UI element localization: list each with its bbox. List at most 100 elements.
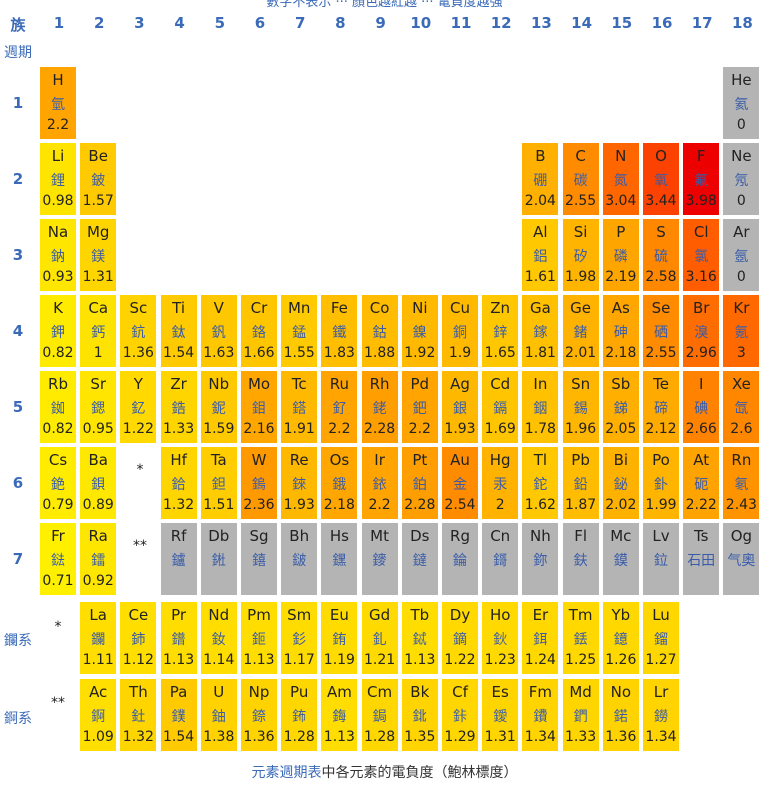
element-chinese-name[interactable]: 碲	[654, 401, 668, 417]
element-cell-pm[interactable]: Pm 鉕 1.13	[240, 601, 278, 675]
element-cell-og[interactable]: Og 气奧	[722, 522, 761, 596]
element-cell-pu[interactable]: Pu 鈽 1.28	[280, 678, 319, 752]
element-cell-co[interactable]: Co 鈷 1.88	[360, 294, 399, 368]
element-cell-se[interactable]: Se 硒 2.55	[642, 294, 680, 368]
element-chinese-name[interactable]: 銀	[453, 401, 467, 417]
element-cell-bk[interactable]: Bk 鉳 1.35	[400, 678, 439, 752]
element-cell-te[interactable]: Te 碲 2.12	[642, 370, 680, 444]
element-cell-k[interactable]: K 鉀 0.82	[39, 294, 77, 368]
element-cell-mn[interactable]: Mn 錳 1.55	[280, 294, 319, 368]
element-cell-ts[interactable]: Ts 石田	[682, 522, 721, 596]
element-cell-sn[interactable]: Sn 錫 1.96	[561, 370, 600, 444]
element-chinese-name[interactable]: 錀	[453, 553, 467, 569]
element-chinese-name[interactable]: 鉝	[654, 553, 668, 569]
element-chinese-name[interactable]: 鍆	[573, 709, 588, 725]
element-chinese-name[interactable]: 釤	[292, 632, 307, 648]
element-chinese-name[interactable]: 磷	[613, 249, 628, 265]
element-cell-ag[interactable]: Ag 銀 1.93	[441, 370, 479, 444]
element-chinese-name[interactable]: 鈇	[573, 553, 588, 569]
element-cell-br[interactable]: Br 溴 2.96	[682, 294, 721, 368]
element-cell-cd[interactable]: Cd 鎘 1.69	[481, 370, 520, 444]
element-chinese-name[interactable]: 鋂	[332, 709, 347, 725]
element-chinese-name[interactable]: 鋦	[372, 709, 387, 725]
element-cell-mc[interactable]: Mc 鏌	[601, 522, 640, 596]
element-chinese-name[interactable]: 鍩	[613, 709, 628, 725]
element-cell-ca[interactable]: Ca 鈣 1	[79, 294, 118, 368]
element-cell-hf[interactable]: Hf 鉿 1.32	[159, 446, 198, 520]
element-cell-fl[interactable]: Fl 鈇	[561, 522, 600, 596]
element-chinese-name[interactable]: 鎢	[252, 477, 266, 493]
element-cell-f[interactable]: F 氟 3.98	[682, 142, 721, 216]
element-cell-ge[interactable]: Ge 鍺 2.01	[561, 294, 600, 368]
element-chinese-name[interactable]: 氙	[734, 401, 749, 417]
element-cell-kr[interactable]: Kr 氪 3	[722, 294, 761, 368]
element-chinese-name[interactable]: 銦	[533, 401, 548, 417]
element-cell-re[interactable]: Re 錸 1.93	[280, 446, 319, 520]
element-cell-cm[interactable]: Cm 鋦 1.28	[360, 678, 399, 752]
element-cell-pt[interactable]: Pt 鉑 2.28	[400, 446, 439, 520]
element-chinese-name[interactable]: 硒	[654, 325, 668, 341]
element-chinese-name[interactable]: 砷	[613, 325, 628, 341]
element-cell-cr[interactable]: Cr 鉻 1.66	[240, 294, 278, 368]
element-chinese-name[interactable]: 鋰	[51, 173, 65, 189]
element-cell-rg[interactable]: Rg 錀	[441, 522, 479, 596]
element-cell-dy[interactable]: Dy 鏑 1.22	[441, 601, 479, 675]
element-cell-h[interactable]: H 氫 2.2	[39, 66, 77, 140]
element-chinese-name[interactable]: 鏷	[171, 709, 186, 725]
element-chinese-name[interactable]: 鈥	[493, 632, 508, 648]
element-cell-cf[interactable]: Cf 鉲 1.29	[441, 678, 479, 752]
element-chinese-name[interactable]: 鉻	[252, 325, 266, 341]
element-chinese-name[interactable]: 銫	[51, 477, 65, 493]
element-chinese-name[interactable]: 鐳	[91, 553, 106, 569]
element-chinese-name[interactable]: 鋁	[533, 249, 548, 265]
element-cell-ra[interactable]: Ra 鐳 0.92	[79, 522, 118, 596]
element-chinese-name[interactable]: 碘	[694, 401, 709, 417]
element-chinese-name[interactable]: 金	[453, 477, 467, 493]
element-chinese-name[interactable]: 鈷	[372, 325, 387, 341]
element-cell-u[interactable]: U 鈾 1.38	[199, 678, 238, 752]
element-chinese-name[interactable]: 矽	[573, 249, 588, 265]
element-cell-rn[interactable]: Rn 氡 2.43	[722, 446, 761, 520]
element-cell-np[interactable]: Np 錼 1.36	[240, 678, 278, 752]
element-cell-ar[interactable]: Ar 氬 0	[722, 218, 761, 292]
element-cell-mo[interactable]: Mo 鉬 2.16	[240, 370, 278, 444]
element-chinese-name[interactable]: 錼	[252, 709, 266, 725]
element-chinese-name[interactable]: 鉕	[252, 632, 266, 648]
element-cell-mg[interactable]: Mg 鎂 1.31	[79, 218, 118, 292]
element-cell-c[interactable]: C 碳 2.55	[561, 142, 600, 216]
element-cell-es[interactable]: Es 鑀 1.31	[481, 678, 520, 752]
element-chinese-name[interactable]: 鋅	[493, 325, 508, 341]
element-cell-ce[interactable]: Ce 鈰 1.12	[119, 601, 158, 675]
element-cell-rb[interactable]: Rb 銣 0.82	[39, 370, 77, 444]
element-cell-sm[interactable]: Sm 釤 1.17	[280, 601, 319, 675]
element-cell-mt[interactable]: Mt 䥑	[360, 522, 399, 596]
element-chinese-name[interactable]: 鋱	[412, 632, 427, 648]
periodic-table-link[interactable]: 元素週期表	[251, 765, 322, 781]
element-cell-sb[interactable]: Sb 銻 2.05	[601, 370, 640, 444]
element-chinese-name[interactable]: 釙	[654, 477, 668, 493]
element-chinese-name[interactable]: 氦	[734, 97, 749, 113]
element-cell-cu[interactable]: Cu 銅 1.9	[441, 294, 479, 368]
element-chinese-name[interactable]: 銩	[573, 632, 588, 648]
element-cell-au[interactable]: Au 金 2.54	[441, 446, 479, 520]
element-chinese-name[interactable]: 硼	[533, 173, 548, 189]
element-chinese-name[interactable]: 氬	[734, 249, 749, 265]
element-chinese-name[interactable]: 氟	[694, 173, 709, 189]
element-chinese-name[interactable]: 汞	[493, 477, 508, 493]
element-cell-pd[interactable]: Pd 鈀 2.2	[400, 370, 439, 444]
element-chinese-name[interactable]: 釩	[211, 325, 226, 341]
element-chinese-name[interactable]: 𨭆	[332, 553, 347, 569]
element-chinese-name[interactable]: 鈮	[211, 401, 226, 417]
element-chinese-name[interactable]: 鎵	[533, 325, 548, 341]
element-chinese-name[interactable]: 鍅	[51, 553, 65, 569]
element-cell-ru[interactable]: Ru 釕 2.2	[320, 370, 359, 444]
element-cell-ir[interactable]: Ir 銥 2.2	[360, 446, 399, 520]
element-chinese-name[interactable]: 鉛	[573, 477, 588, 493]
element-cell-md[interactable]: Md 鍆 1.33	[561, 678, 600, 752]
element-chinese-name[interactable]: 鉑	[412, 477, 427, 493]
element-cell-tm[interactable]: Tm 銩 1.25	[561, 601, 600, 675]
element-cell-eu[interactable]: Eu 銪 1.19	[320, 601, 359, 675]
element-chinese-name[interactable]: 鐒	[654, 709, 668, 725]
element-cell-pr[interactable]: Pr 鐠 1.13	[159, 601, 198, 675]
element-cell-yb[interactable]: Yb 鐿 1.26	[601, 601, 640, 675]
